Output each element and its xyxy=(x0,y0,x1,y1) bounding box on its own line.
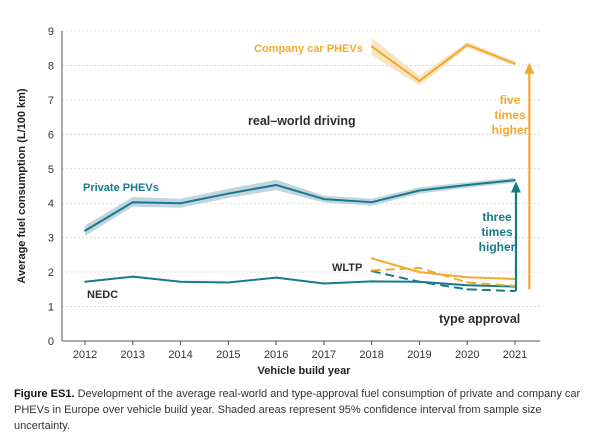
three-times-higher-label: three xyxy=(482,210,512,224)
private-phevs-real-world-point xyxy=(322,198,325,200)
five-times-arrow-head xyxy=(524,62,535,74)
five-times-higher-label: higher xyxy=(492,123,529,137)
company-car-phevs-real-world-point xyxy=(466,43,469,46)
gridlines xyxy=(62,30,540,307)
nedc-label: NEDC xyxy=(87,289,118,301)
wltp-label: WLTP xyxy=(332,262,362,274)
private-phevs-nedc-point xyxy=(179,280,182,283)
y-tick-label: 0 xyxy=(48,336,54,348)
x-tick-label: 2018 xyxy=(359,349,383,361)
company-car-phevs-wltp-line xyxy=(371,266,516,287)
x-tick-label: 2016 xyxy=(264,349,288,361)
y-tick-label: 1 xyxy=(48,302,54,314)
x-tick-label: 2017 xyxy=(312,349,336,361)
series-lines xyxy=(84,43,516,293)
real-world-driving-label: real–world driving xyxy=(248,114,356,128)
private-phevs-nedc-point xyxy=(84,280,86,283)
company-car-phevs-wltp-point xyxy=(418,267,421,269)
x-tick-label: 2013 xyxy=(121,349,145,361)
company-car-phevs-nedc-point xyxy=(370,257,373,260)
y-tick-label: 7 xyxy=(48,95,54,107)
company-car-phevs-real-world-point xyxy=(370,45,373,48)
company-car-phevs-label: Company car PHEVs xyxy=(254,43,363,55)
y-tick-label: 2 xyxy=(48,267,54,279)
x-tick-label: 2014 xyxy=(168,349,192,361)
fuel-consumption-chart: 0 1 2 3 4 5 6 7 8 9 2012 2013 2014 2015 2016 2017 2018 20… xyxy=(16,26,540,377)
private-phevs-real-world-point xyxy=(84,229,86,232)
three-times-higher-label: higher xyxy=(479,240,516,254)
private-phevs-nedc-point xyxy=(370,280,373,283)
private-phevs-wltp-point xyxy=(466,288,469,291)
five-times-higher-label: five xyxy=(500,93,521,107)
x-axis-title: Vehicle build year xyxy=(258,365,352,377)
x-tick-label: 2015 xyxy=(216,349,240,361)
y-tick-label: 5 xyxy=(48,164,54,176)
company-car-phevs-real-world-point xyxy=(418,80,421,82)
x-tick-label: 2012 xyxy=(73,349,97,361)
private-phevs-nedc-point xyxy=(466,284,469,287)
five-times-higher-label: times xyxy=(494,108,526,122)
private-phevs-real-world-point xyxy=(370,201,373,204)
company-car-phevs-wltp-point xyxy=(466,281,469,284)
private-phevs-real-world-point xyxy=(131,201,134,204)
axes: 0 1 2 3 4 5 6 7 8 9 2012 2013 2014 2015 2016 2017 2018 20… xyxy=(16,26,540,377)
company-car-phevs-real-world-point xyxy=(514,62,516,65)
private-phevs-real-world-point xyxy=(227,192,230,195)
y-tick-label: 9 xyxy=(48,26,54,38)
three-times-arrow-head xyxy=(510,181,521,193)
y-axis-title: Average fuel consumption (L/100 km) xyxy=(16,88,28,284)
private-phevs-real-world-point xyxy=(179,202,182,205)
annotations: Company car PHEVs Private PHEVs real–world… xyxy=(83,43,529,326)
company-car-phevs-nedc-point xyxy=(466,276,469,279)
private-phevs-wltp-line xyxy=(371,270,516,293)
private-phevs-real-world-band xyxy=(85,177,515,236)
company-car-phevs-real-world-line xyxy=(371,43,516,82)
private-phevs-wltp-point xyxy=(418,280,421,283)
private-phevs-nedc-point xyxy=(227,281,230,284)
company-car-phevs-nedc-point xyxy=(418,271,421,274)
company-car-phevs-wltp-point xyxy=(370,269,373,272)
private-phevs-real-world-point xyxy=(514,179,516,182)
x-tick-label: 2020 xyxy=(455,349,479,361)
three-times-higher-label: times xyxy=(481,225,513,239)
private-phevs-nedc-line xyxy=(84,275,516,288)
caption-text: Development of the average real-world an… xyxy=(14,388,581,432)
figure-caption: Figure ES1. Development of the average r… xyxy=(14,386,594,434)
x-tick-label: 2019 xyxy=(407,349,431,361)
caption-label: Figure ES1. xyxy=(14,388,75,400)
private-phevs-real-world-point xyxy=(466,184,469,186)
confidence-bands xyxy=(85,37,515,236)
y-tick-label: 4 xyxy=(48,198,54,210)
y-tick-label: 3 xyxy=(48,233,54,245)
type-approval-label: type approval xyxy=(439,312,520,326)
private-phevs-label: Private PHEVs xyxy=(83,182,159,194)
ratio-arrows xyxy=(510,62,535,292)
private-phevs-real-world-point xyxy=(418,189,421,192)
y-tick-label: 8 xyxy=(48,60,54,72)
y-tick-label: 6 xyxy=(48,129,54,141)
private-phevs-nedc-point xyxy=(322,282,325,285)
private-phevs-real-world-line xyxy=(84,179,516,232)
private-phevs-real-world-point xyxy=(275,184,278,186)
private-phevs-nedc-point xyxy=(275,276,278,279)
x-tick-label: 2021 xyxy=(503,349,527,361)
private-phevs-nedc-point xyxy=(131,275,134,278)
